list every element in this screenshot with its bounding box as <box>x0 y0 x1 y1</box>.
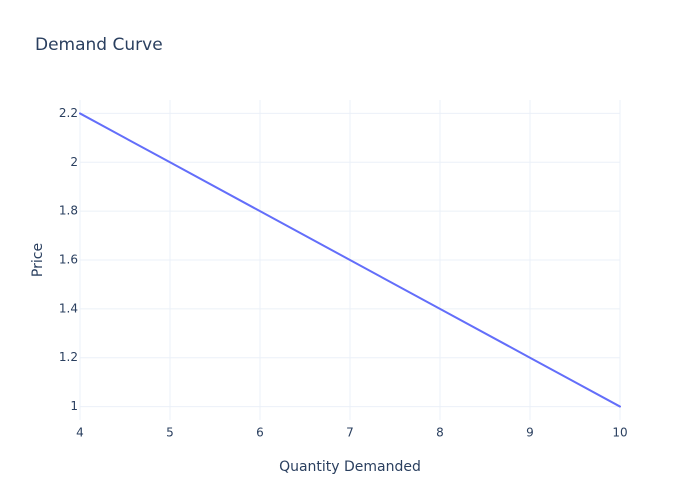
x-tick-label: 8 <box>436 426 444 440</box>
y-gridlines <box>80 112 620 408</box>
y-tick-label: 2 <box>70 155 78 169</box>
x-tick-label: 4 <box>76 426 84 440</box>
y-tick-label: 2.2 <box>59 106 78 120</box>
y-axis-title: Price <box>30 243 46 277</box>
chart-title: Demand Curve <box>35 35 163 55</box>
x-tick-label: 5 <box>166 426 174 440</box>
x-tick-label: 10 <box>612 426 627 440</box>
y-tick-label: 1.4 <box>59 301 78 315</box>
demand-series-line <box>79 112 621 408</box>
x-tick-label: 6 <box>256 426 264 440</box>
y-tick-label: 1.2 <box>59 350 78 364</box>
y-tick-label: 1.6 <box>59 253 78 267</box>
series-layer <box>79 112 621 408</box>
y-tick-label: 1 <box>70 399 78 413</box>
x-tick-label: 9 <box>526 426 534 440</box>
x-tick-labels: 4 5 6 7 8 9 10 <box>76 426 627 440</box>
x-axis-title: Quantity Demanded <box>279 459 421 475</box>
y-tick-label: 1.8 <box>59 204 78 218</box>
x-tick-label: 7 <box>346 426 354 440</box>
y-tick-labels: 1 1.2 1.4 1.6 1.8 2 2.2 <box>59 106 78 413</box>
